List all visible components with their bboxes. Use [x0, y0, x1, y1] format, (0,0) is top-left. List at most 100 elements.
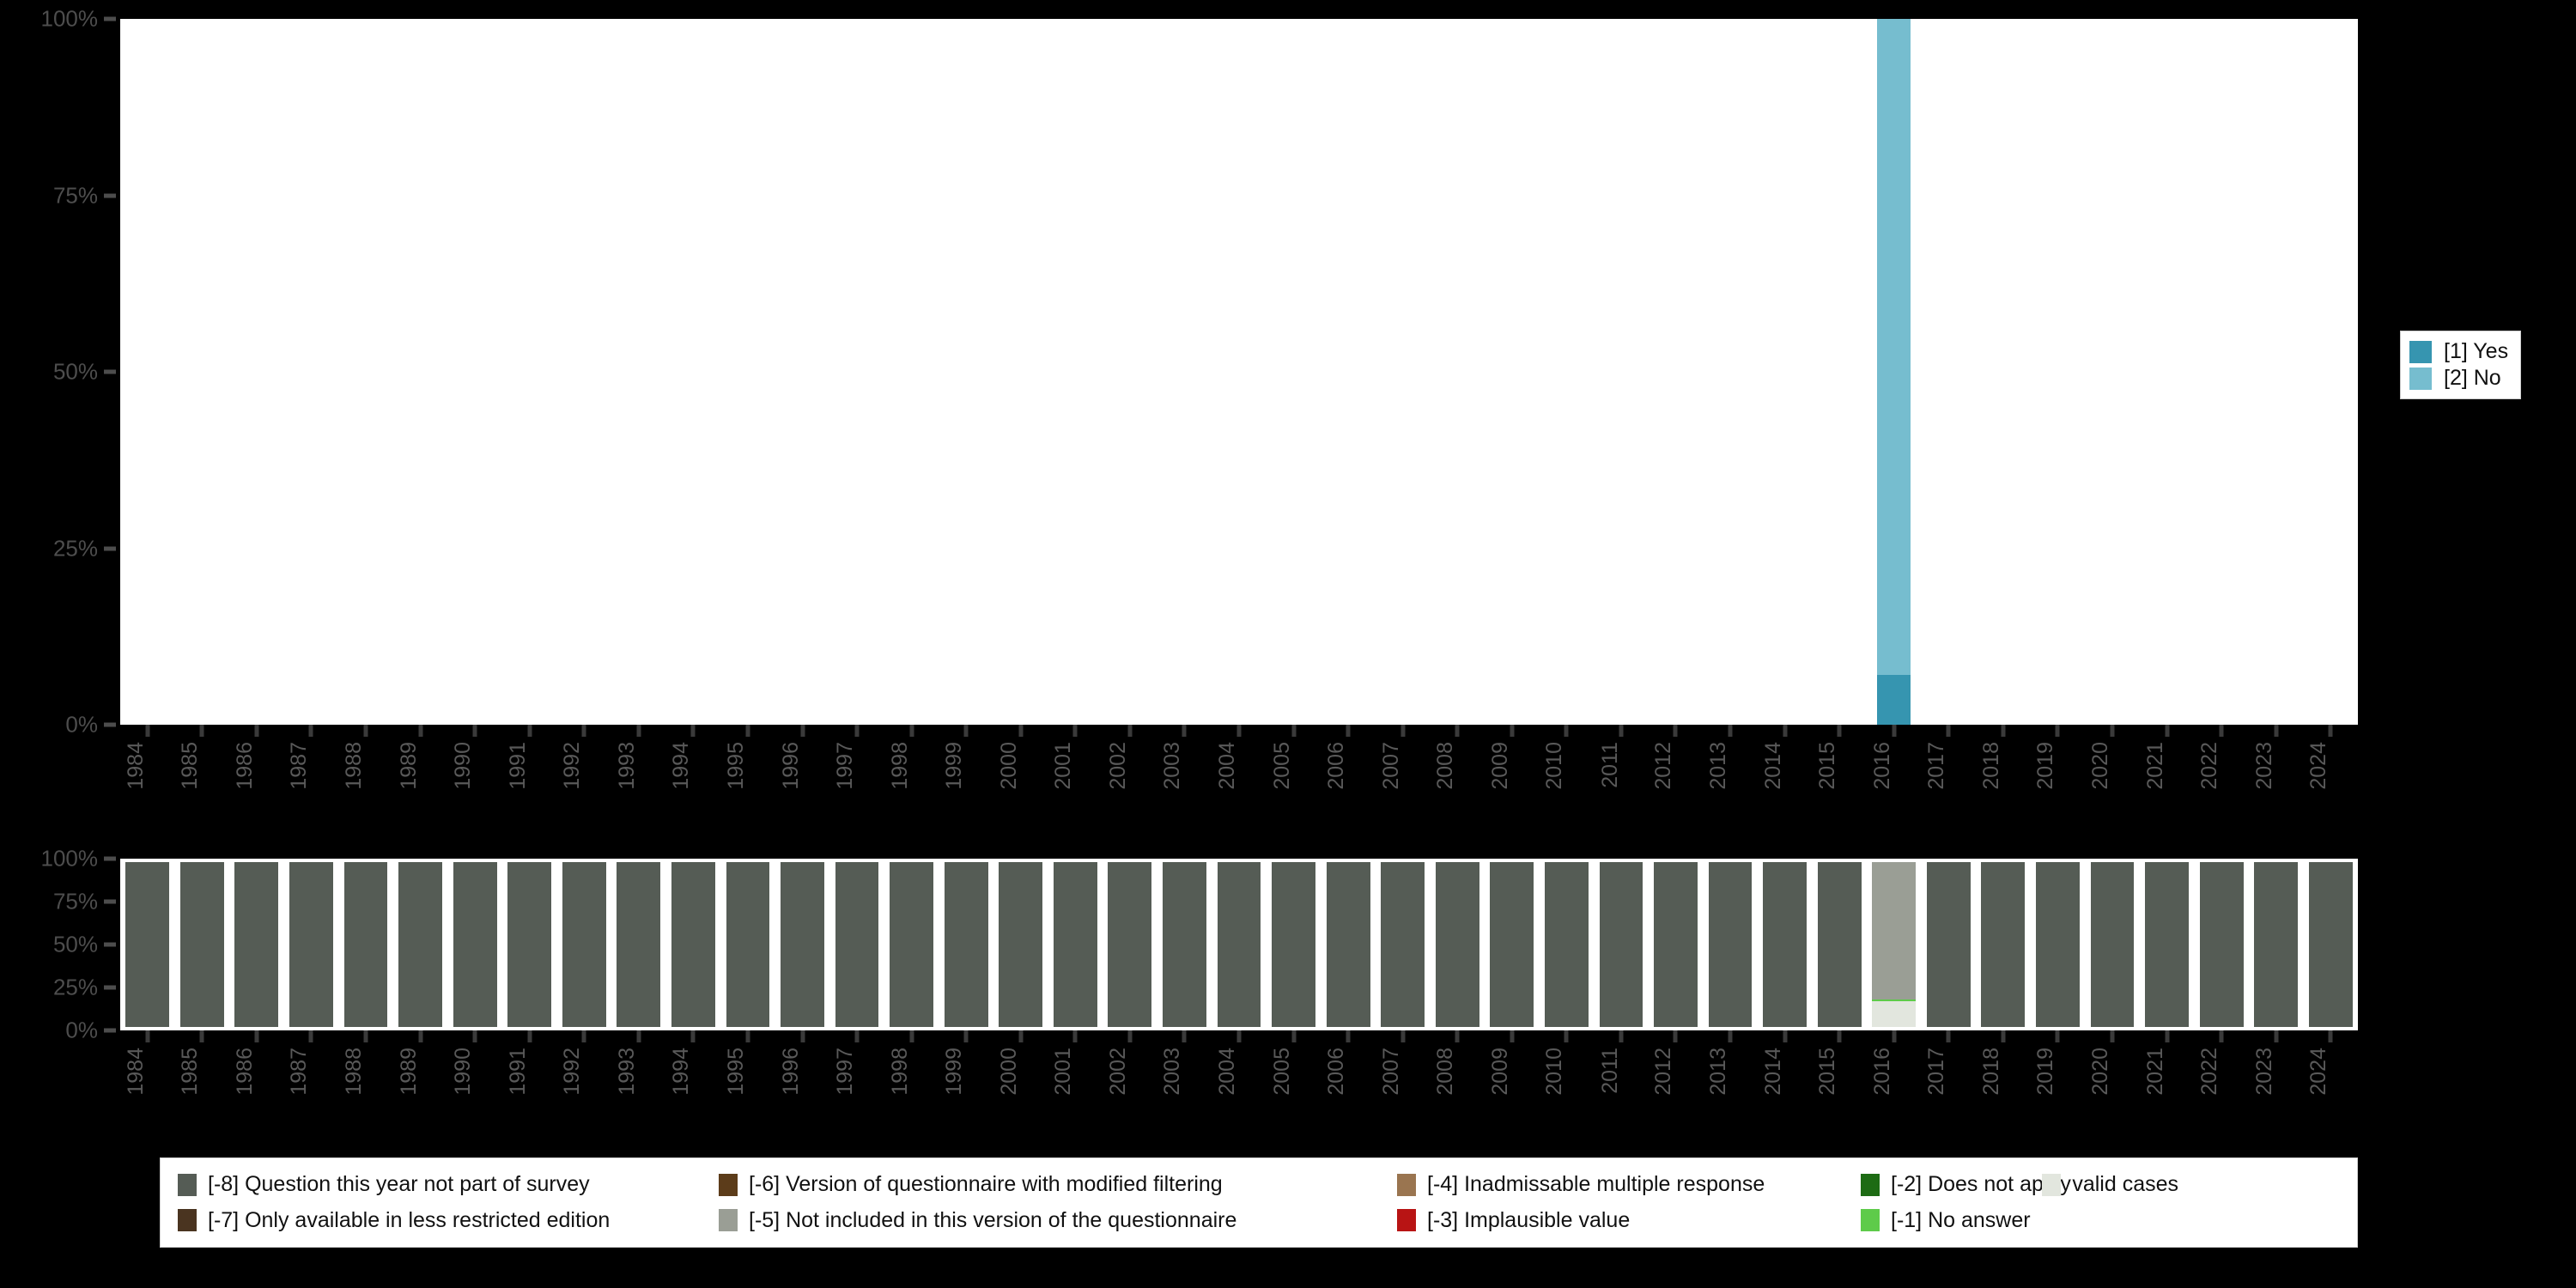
missing-legend-item[interactable]: [-6] Version of questionnaire with modif…: [719, 1172, 1397, 1197]
bottom-bar-segment[interactable]: [1272, 862, 1315, 1027]
bottom-chart-bar[interactable]: [726, 862, 770, 1027]
missing-legend-item[interactable]: [-8] Question this year not part of surv…: [178, 1172, 719, 1197]
bottom-chart-bar[interactable]: [835, 862, 879, 1027]
bottom-chart-bar[interactable]: [1163, 862, 1206, 1027]
bottom-chart-bar[interactable]: [1326, 862, 1370, 1027]
series-legend[interactable]: [1] Yes [2] No: [2400, 331, 2522, 399]
bottom-chart-bar[interactable]: [289, 862, 333, 1027]
bottom-bar-segment[interactable]: [234, 862, 279, 1027]
bottom-chart-bar[interactable]: [1544, 862, 1589, 1027]
bottom-bar-segment[interactable]: [1381, 862, 1425, 1027]
bottom-chart-bar[interactable]: [453, 862, 497, 1027]
bottom-bar-segment[interactable]: [1926, 862, 1971, 1027]
bottom-bar-segment[interactable]: [781, 862, 824, 1027]
bottom-chart-bar[interactable]: [781, 862, 824, 1027]
bottom-chart-bar[interactable]: [1817, 862, 1862, 1027]
top-chart-bar[interactable]: [1877, 19, 1911, 725]
bottom-chart-bar[interactable]: [671, 862, 715, 1027]
missing-legend-item[interactable]: [-5] Not included in this version of the…: [719, 1208, 1397, 1233]
bottom-bar-segment[interactable]: [617, 862, 661, 1027]
bottom-bar-segment[interactable]: [507, 862, 552, 1027]
bottom-chart-bar[interactable]: [1872, 862, 1917, 1027]
bottom-chart-bar[interactable]: [2035, 862, 2080, 1027]
bottom-chart-bar[interactable]: [2145, 862, 2189, 1027]
bottom-bar-segment[interactable]: [1326, 862, 1370, 1027]
bottom-bar-segment[interactable]: [726, 862, 770, 1027]
bottom-chart-bar[interactable]: [999, 862, 1043, 1027]
bottom-chart-bar[interactable]: [1654, 862, 1698, 1027]
bottom-bar-segment[interactable]: [453, 862, 497, 1027]
bottom-chart-bar[interactable]: [562, 862, 606, 1027]
bottom-bar-segment[interactable]: [1872, 1001, 1917, 1027]
bottom-bar-segment[interactable]: [944, 862, 988, 1027]
bottom-bar-segment[interactable]: [1872, 999, 1917, 1002]
bottom-chart-bar[interactable]: [617, 862, 661, 1027]
bottom-chart-bar[interactable]: [1108, 862, 1152, 1027]
bottom-bar-segment[interactable]: [1817, 862, 1862, 1027]
missing-codes-legend[interactable]: [-8] Question this year not part of surv…: [160, 1157, 2358, 1248]
bottom-chart-bar[interactable]: [2308, 862, 2353, 1027]
bottom-bar-segment[interactable]: [1053, 862, 1097, 1027]
bottom-chart-bar[interactable]: [1599, 862, 1643, 1027]
bottom-chart-bar[interactable]: [1981, 862, 2026, 1027]
bottom-bar-segment[interactable]: [1599, 862, 1643, 1027]
missing-legend-item[interactable]: [-7] Only available in less restricted e…: [178, 1208, 719, 1233]
bottom-bar-segment[interactable]: [1435, 862, 1479, 1027]
bottom-bar-segment[interactable]: [1108, 862, 1152, 1027]
missing-legend-item[interactable]: [-3] Implausible value: [1397, 1208, 1861, 1233]
missing-legend-item[interactable]: valid cases: [2042, 1172, 2178, 1197]
bottom-bar-segment[interactable]: [1981, 862, 2026, 1027]
bottom-chart-bar[interactable]: [1217, 862, 1261, 1027]
bottom-chart-bar[interactable]: [179, 862, 224, 1027]
bottom-bar-segment[interactable]: [835, 862, 879, 1027]
bottom-bar-segment[interactable]: [2254, 862, 2299, 1027]
bottom-chart-bar[interactable]: [343, 862, 388, 1027]
bottom-bar-segment[interactable]: [1708, 862, 1753, 1027]
missing-legend-item[interactable]: [-2] Does not apply: [1861, 1172, 2178, 1197]
bottom-bar-segment[interactable]: [1872, 862, 1917, 999]
bottom-bar-segment[interactable]: [1654, 862, 1698, 1027]
bottom-bar-segment[interactable]: [562, 862, 606, 1027]
bottom-bar-segment[interactable]: [1163, 862, 1206, 1027]
missing-legend-item[interactable]: [-1] No answer: [1861, 1208, 2178, 1233]
bottom-chart-bar[interactable]: [944, 862, 988, 1027]
bottom-bar-segment[interactable]: [179, 862, 224, 1027]
bottom-chart-bar[interactable]: [125, 862, 170, 1027]
bottom-bar-segment[interactable]: [2090, 862, 2135, 1027]
bottom-chart-bar[interactable]: [398, 862, 442, 1027]
bottom-chart-bar[interactable]: [1053, 862, 1097, 1027]
bottom-chart-bar[interactable]: [2090, 862, 2135, 1027]
bottom-chart-bar[interactable]: [890, 862, 934, 1027]
bottom-bar-segment[interactable]: [1544, 862, 1589, 1027]
series-legend-item[interactable]: [2] No: [2409, 366, 2508, 391]
missing-legend-item[interactable]: [-4] Inadmissable multiple response: [1397, 1172, 1861, 1197]
bottom-chart-bar[interactable]: [1435, 862, 1479, 1027]
bottom-chart-bar[interactable]: [1381, 862, 1425, 1027]
bottom-chart-bar[interactable]: [507, 862, 552, 1027]
bottom-chart-bar[interactable]: [2199, 862, 2244, 1027]
bottom-bar-segment[interactable]: [671, 862, 715, 1027]
bottom-bar-segment[interactable]: [2199, 862, 2244, 1027]
bottom-bar-segment[interactable]: [343, 862, 388, 1027]
bottom-chart-bar[interactable]: [234, 862, 279, 1027]
bottom-chart-bar[interactable]: [1272, 862, 1315, 1027]
bottom-bar-segment[interactable]: [289, 862, 333, 1027]
top-bar-segment[interactable]: [1877, 19, 1911, 675]
bottom-chart-bar[interactable]: [1708, 862, 1753, 1027]
bottom-bar-segment[interactable]: [125, 862, 170, 1027]
bottom-bar-segment[interactable]: [398, 862, 442, 1027]
series-legend-item[interactable]: [1] Yes: [2409, 339, 2508, 364]
bottom-bar-segment[interactable]: [890, 862, 934, 1027]
bottom-chart-bar[interactable]: [1763, 862, 1807, 1027]
bottom-bar-segment[interactable]: [1217, 862, 1261, 1027]
bottom-bar-segment[interactable]: [999, 862, 1043, 1027]
bottom-chart-bar[interactable]: [1490, 862, 1534, 1027]
bottom-bar-segment[interactable]: [1490, 862, 1534, 1027]
bottom-bar-segment[interactable]: [2035, 862, 2080, 1027]
top-bar-segment[interactable]: [1877, 674, 1911, 725]
bottom-bar-segment[interactable]: [2308, 862, 2353, 1027]
bottom-chart-bar[interactable]: [1926, 862, 1971, 1027]
bottom-bar-segment[interactable]: [1763, 862, 1807, 1027]
bottom-chart-bar[interactable]: [2254, 862, 2299, 1027]
bottom-bar-segment[interactable]: [2145, 862, 2189, 1027]
